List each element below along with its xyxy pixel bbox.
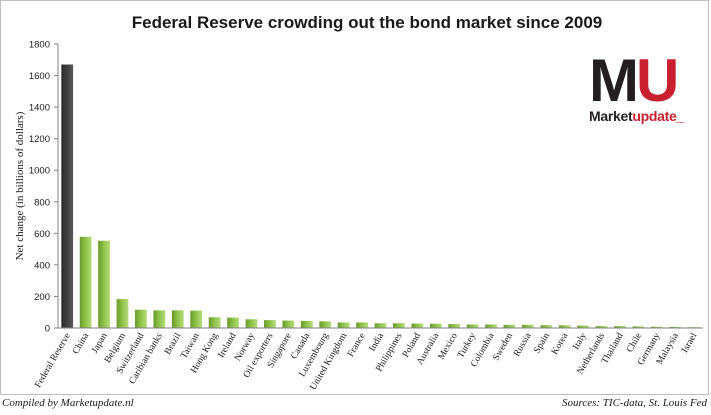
footer-credit: Compiled by Marketupdate.nl (2, 397, 134, 409)
bar-oil-exporters (264, 320, 276, 328)
x-tick-label: India (368, 331, 387, 354)
footer-sources: Sources: TIC-data, St. Louis Fed (561, 397, 707, 409)
bar-germany (651, 326, 663, 328)
bar-switzerland (135, 309, 147, 328)
bar-federal-reserve (61, 64, 74, 328)
bar-belgium (116, 299, 129, 328)
y-tick-label: 1600 (29, 71, 50, 82)
x-tick-label: Chile (625, 332, 644, 355)
bar-italy (577, 325, 590, 328)
bar-netherlands (595, 326, 608, 328)
y-tick-label: 800 (34, 197, 50, 208)
bar-thailand (614, 326, 626, 328)
bar-hong-kong (208, 317, 221, 328)
y-tick-label: 1000 (29, 166, 50, 177)
x-tick-label: Korea (550, 331, 571, 357)
bar-chile (632, 326, 645, 328)
bar-france (356, 322, 368, 328)
bar-spain (540, 325, 553, 328)
bar-chart: Federal Reserve crowding out the bond ma… (14, 13, 703, 392)
bar-united-kingdom (337, 322, 350, 328)
y-tick-label: 1800 (29, 40, 50, 51)
bar-philippines (393, 323, 405, 328)
marketupdate-logo: MU Marketupdate_ (589, 51, 707, 129)
bars (61, 64, 700, 328)
bar-japan (98, 240, 110, 328)
bar-india (374, 323, 387, 328)
bar-brazil (171, 310, 184, 328)
bar-caribian-banks (153, 310, 166, 328)
bar-ireland (227, 317, 239, 328)
y-tick-label: 200 (34, 292, 50, 303)
x-axis-labels: Federal ReserveChinaJapanBelgiumSwitzerl… (33, 331, 699, 392)
bar-mexico (448, 324, 461, 328)
x-tick-label: Italy (571, 331, 588, 351)
logo-letter-m: M (589, 47, 639, 114)
bar-china (79, 236, 92, 328)
bar-colombia (485, 324, 497, 328)
bar-singapore (282, 320, 295, 328)
bar-norway (245, 319, 258, 328)
logo-letter-u: U (635, 47, 679, 114)
bar-canada (300, 320, 313, 328)
y-tick-label: 0 (45, 324, 50, 335)
bar-sweden (503, 324, 516, 328)
x-tick-label: China (71, 331, 91, 356)
chart-title: Federal Reserve crowding out the bond ma… (132, 13, 603, 32)
y-tick-label: 400 (34, 260, 50, 271)
bar-taiwan (190, 310, 203, 328)
x-tick-label: Federal Reserve (33, 332, 72, 390)
bar-malaysia (669, 326, 682, 328)
x-tick-label: Israel (680, 331, 699, 355)
bar-korea (558, 325, 571, 328)
bar-turkey (466, 324, 479, 328)
bar-australia (429, 323, 442, 328)
bar-russia (522, 324, 534, 328)
x-tick-label: Russia (512, 331, 534, 359)
y-tick-label: 600 (34, 229, 50, 240)
y-tick-label: 1200 (29, 134, 50, 145)
logo-word-update: update_ (632, 108, 684, 124)
y-tick-label: 1400 (29, 103, 50, 114)
bar-luxembourg (319, 321, 332, 328)
logo-letters: MU (589, 51, 679, 111)
x-tick-label: France (346, 332, 368, 359)
logo-word-market: Market (589, 108, 633, 124)
bar-poland (411, 323, 424, 328)
y-axis-ticks: 0 200 400 600 800 1000 1200 1400 1600 1800 (29, 40, 58, 335)
y-axis-label: Net change (in billions of dollars) (14, 111, 26, 260)
logo-wordmark: Marketupdate_ (589, 108, 684, 124)
chart-frame: Federal Reserve crowding out the bond ma… (0, 0, 709, 395)
